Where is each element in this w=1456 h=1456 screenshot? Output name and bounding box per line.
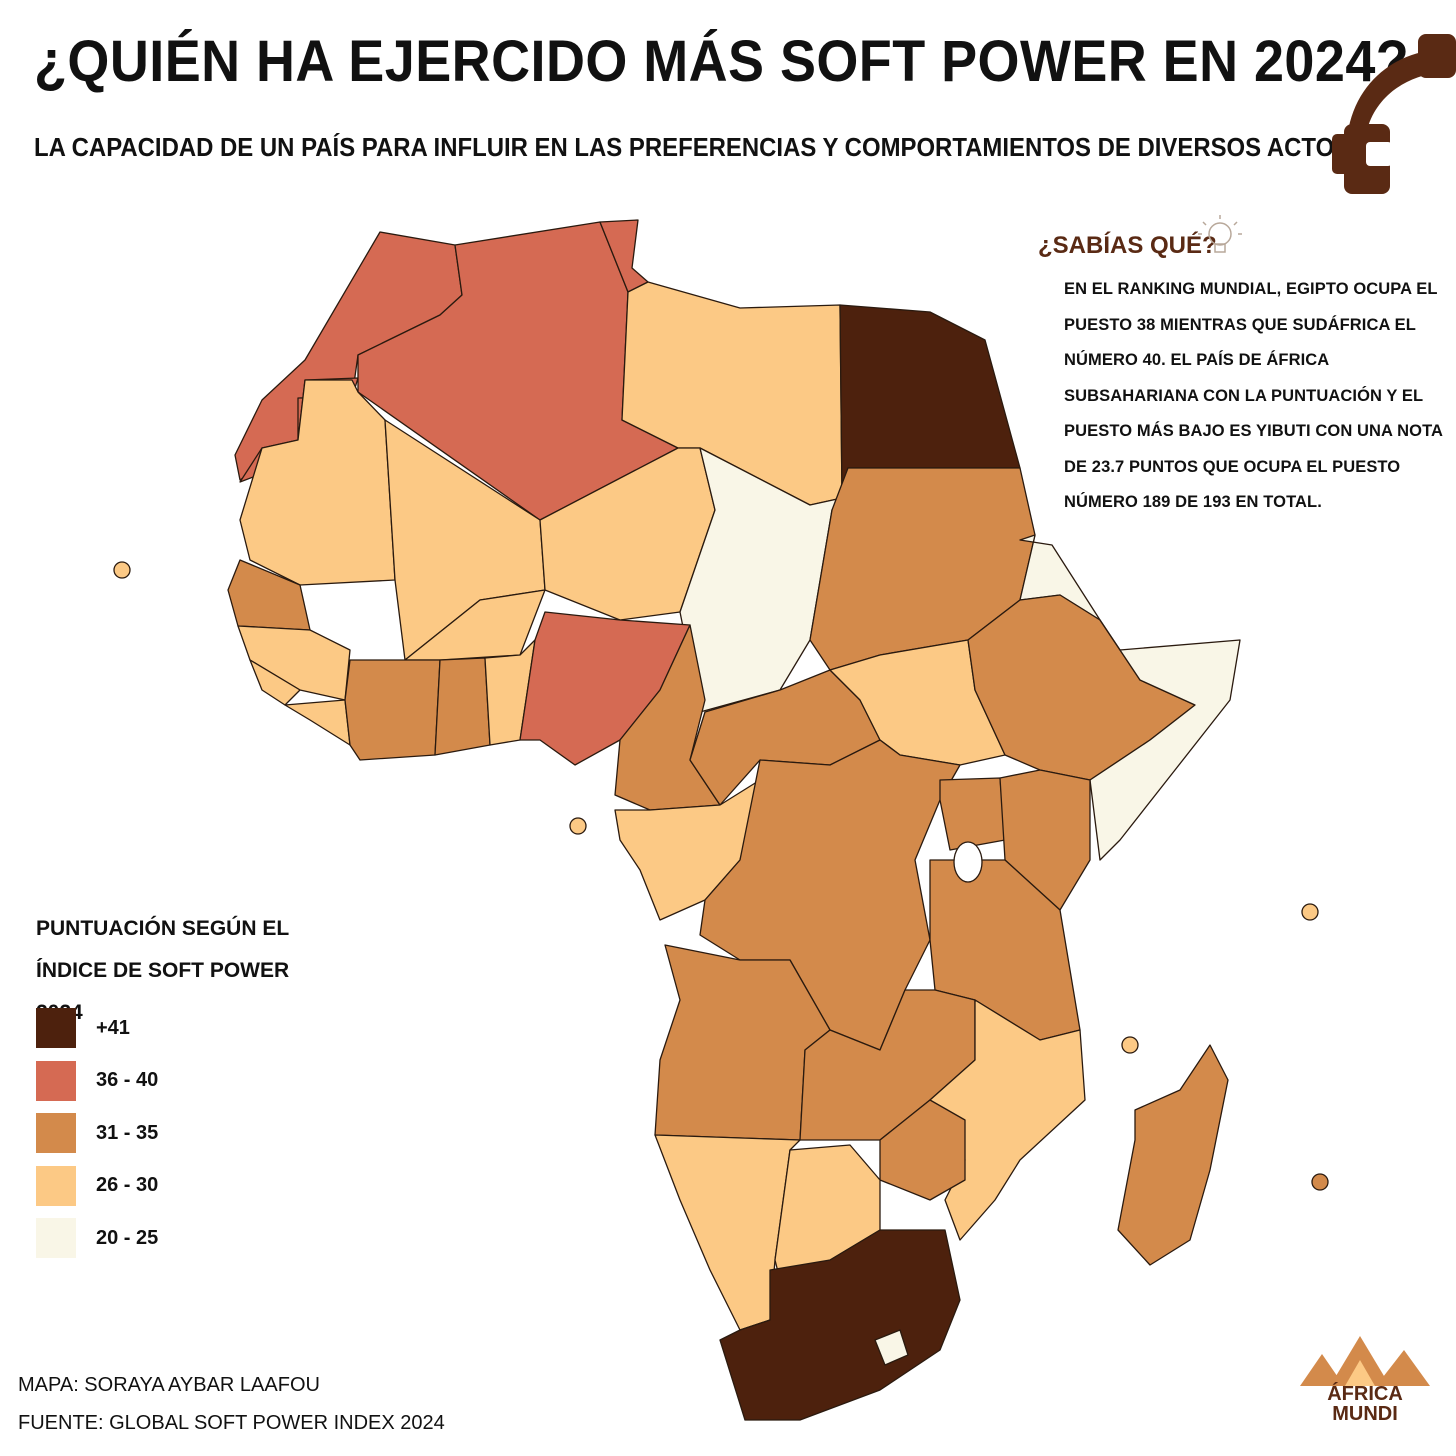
africa-mundi-logo-icon xyxy=(1300,1336,1430,1386)
legend-swatch xyxy=(36,1113,76,1154)
country-liberia xyxy=(284,699,351,746)
island-sao-tome xyxy=(569,817,587,835)
island-seychelles xyxy=(1301,903,1319,921)
legend-label: 20 - 25 xyxy=(96,1226,159,1249)
brand-name: ÁFRICA MUNDI xyxy=(1300,1384,1430,1424)
legend-swatch xyxy=(36,1218,76,1259)
legend-item: +41 xyxy=(36,1002,158,1055)
legend-label: 36 - 40 xyxy=(96,1069,159,1092)
legend-label: +41 xyxy=(96,1016,130,1039)
country-somalia xyxy=(1089,619,1241,861)
legend-swatch xyxy=(36,1165,76,1206)
country-south-africa xyxy=(719,1229,961,1421)
legend-swatch xyxy=(36,1008,76,1049)
brand-line-1: ÁFRICA xyxy=(1327,1383,1403,1405)
legend-title: PUNTUACIÓN SEGÚN EL ÍNDICE DE SOFT POWER… xyxy=(36,917,290,1024)
country-chad xyxy=(679,447,843,713)
legend-label: 26 - 30 xyxy=(96,1174,159,1197)
page-subtitle: LA CAPACIDAD DE UN PAÍS PARA INFLUIR EN … xyxy=(34,132,1384,162)
island-cape-verde xyxy=(113,561,131,579)
raised-fist-logo-icon xyxy=(1332,34,1456,194)
fact-box-title: ¿SABÍAS QUÉ? xyxy=(1038,232,1217,259)
legend-item: 20 - 25 xyxy=(36,1212,158,1265)
country-uganda xyxy=(939,777,1006,851)
country-nigeria xyxy=(519,611,691,766)
country-tunisia xyxy=(599,219,649,293)
fact-box-text: EN EL RANKING MUNDIAL, EGIPTO OCUPA EL P… xyxy=(1064,280,1443,511)
country-ghana xyxy=(434,657,491,756)
lightbulb-icon xyxy=(1198,215,1242,253)
legend: +41 36 - 40 31 - 35 26 - 30 20 - 25 xyxy=(36,1002,158,1265)
source-credit: FUENTE: GLOBAL SOFT POWER INDEX 2024 xyxy=(18,1412,445,1434)
country-south-sudan xyxy=(829,639,1006,766)
legend-item: 26 - 30 xyxy=(36,1160,158,1213)
island-comoros xyxy=(1121,1036,1139,1054)
brand-line-2: MUNDI xyxy=(1332,1403,1398,1425)
island-mauritius xyxy=(1311,1173,1329,1191)
legend-item: 36 - 40 xyxy=(36,1055,158,1108)
country-malawi-mozambique xyxy=(929,999,1086,1241)
page-title: ¿QUIÉN HA EJERCIDO MÁS SOFT POWER EN 202… xyxy=(34,29,1410,94)
country-lesotho xyxy=(874,1329,909,1366)
legend-label: 31 - 35 xyxy=(96,1121,159,1144)
country-madagascar xyxy=(1117,1044,1229,1266)
country-ivory-coast xyxy=(344,659,441,761)
legend-swatch xyxy=(36,1060,76,1101)
lake-victoria xyxy=(953,841,983,883)
legend-item: 31 - 35 xyxy=(36,1107,158,1160)
map-credit: MAPA: SORAYA AYBAR LAAFOU xyxy=(18,1374,320,1396)
